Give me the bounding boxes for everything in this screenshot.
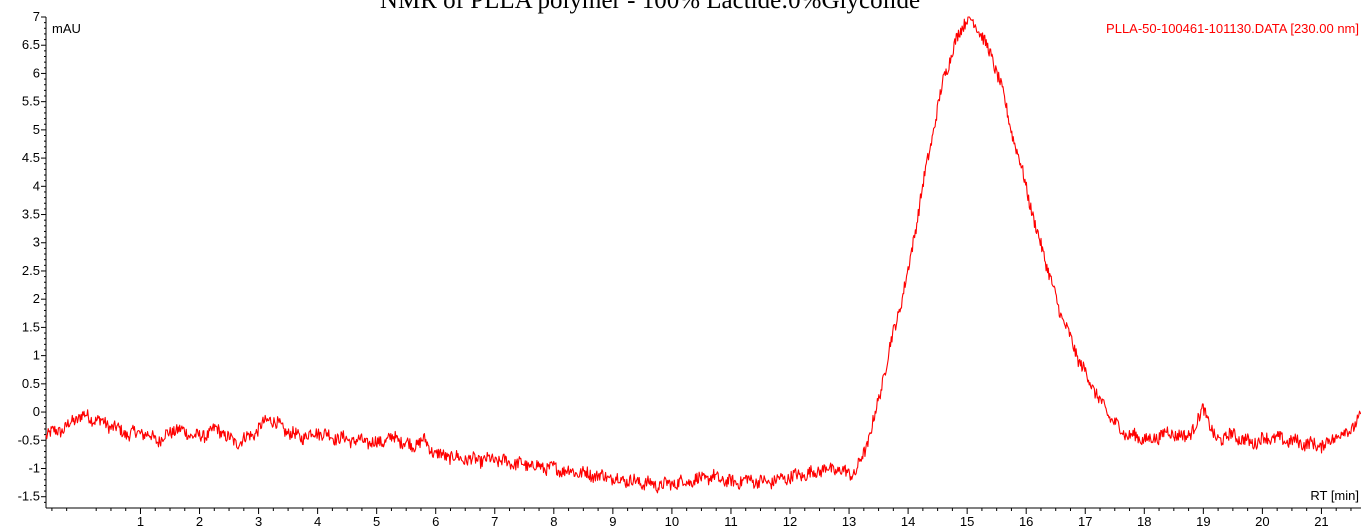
x-tick-label: 11 [724,514,738,527]
x-tick-label: 9 [609,514,616,527]
x-tick-label: 18 [1137,514,1151,527]
y-tick-label: 3 [33,235,40,250]
x-tick-label: 13 [842,514,856,527]
y-tick-label: 4.5 [22,150,40,165]
x-tick-label: 12 [783,514,797,527]
x-tick-label: 3 [255,514,262,527]
y-tick-label: 3.5 [22,207,40,222]
y-tick-label: -0.5 [18,432,40,447]
y-axis-ticks: -1.5 -1 -0.5 0 0.5 1 1.5 2 2.5 3 3.5 4 4.5 5 5.5 6 6.5 7 [18,9,46,504]
x-tick-label: 10 [665,514,679,527]
series-legend-label: PLLA-50-100461-101130.DATA [230.00 nm] [1106,21,1359,36]
y-tick-label: 4 [33,178,40,193]
x-tick-label: 20 [1255,514,1269,527]
x-tick-label: 17 [1078,514,1092,527]
x-tick-label: 19 [1196,514,1210,527]
x-tick-label: 4 [314,514,321,527]
x-tick-label: 5 [373,514,380,527]
y-tick-label: 6 [33,65,40,80]
y-tick-label: 0 [33,404,40,419]
y-tick-label: 1.5 [22,319,40,334]
x-tick-label: 7 [491,514,498,527]
series-line [45,16,1361,494]
y-axis-unit-label: mAU [52,21,81,36]
y-tick-label: 5.5 [22,94,40,109]
x-tick-label: 21 [1314,514,1328,527]
y-tick-label: 0.5 [22,376,40,391]
chart-title: NMR of PLLA polymer - 100% Lactide:0%Gly… [380,0,920,14]
x-tick-label: 1 [137,514,144,527]
y-tick-label: 7 [33,9,40,24]
y-tick-label: 6.5 [22,37,40,52]
y-tick-label: -1.5 [18,489,40,504]
y-tick-label: -1 [28,460,40,475]
x-axis-ticks: 1 2 3 4 5 6 7 8 9 10 11 12 13 14 15 16 17 18 19 20 21 [51,508,1352,527]
x-tick-label: 14 [901,514,915,527]
y-tick-label: 2 [33,291,40,306]
plot-area [45,16,1361,494]
x-tick-label: 16 [1019,514,1033,527]
x-tick-label: 15 [960,514,974,527]
x-tick-label: 6 [432,514,439,527]
y-tick-label: 5 [33,122,40,137]
y-tick-label: 2.5 [22,263,40,278]
x-axis-unit-label: RT [min] [1310,488,1359,503]
x-tick-label: 8 [550,514,557,527]
x-tick-label: 2 [196,514,203,527]
y-tick-label: 1 [33,348,40,363]
